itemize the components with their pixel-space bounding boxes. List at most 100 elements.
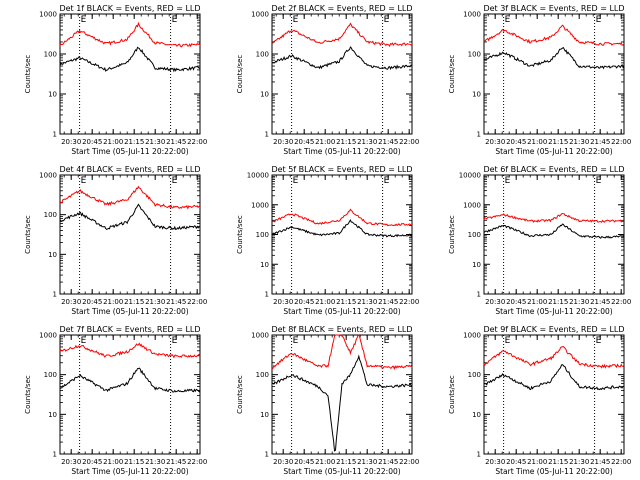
y-tick-label: 1000 [39, 11, 57, 19]
x-tick-label: 20:45 [82, 458, 102, 466]
detector-panel: Det 8f BLACK = Events, RED = LLD Counts/s… [236, 325, 419, 476]
x-tick-label: 20:45 [294, 458, 314, 466]
x-tick-label: 21:15 [548, 458, 568, 466]
panel-title: Det 2f BLACK = Events, RED = LLD [271, 4, 412, 13]
y-tick-label: 1 [477, 131, 481, 139]
y-tick-label: 1 [477, 451, 481, 459]
y-axis-label: Counts/sec [24, 55, 32, 94]
event-marker-label: E [505, 176, 511, 186]
detector-panel: Det 9f BLACK = Events, RED = LLD Counts/s… [448, 325, 631, 476]
x-tick-label: 20:30 [485, 298, 505, 306]
y-tick-label: 1000 [251, 11, 269, 19]
lld-series-line [59, 185, 201, 210]
event-marker-label: E [81, 15, 87, 25]
x-axis-label: Start Time (05-Jul-11 20:22:00) [71, 147, 188, 156]
events-series-line [271, 219, 413, 238]
x-tick-label: 21:15 [336, 458, 356, 466]
panel-title: Det 7f BLACK = Events, RED = LLD [59, 325, 200, 334]
plot-frame [59, 13, 201, 135]
events-series-line [271, 354, 413, 452]
x-tick-label: 22:00 [611, 298, 631, 306]
x-tick-label: 20:45 [506, 458, 526, 466]
x-tick-label: 21:00 [103, 458, 123, 466]
y-axis-label: Counts/sec [24, 375, 32, 414]
x-tick-label: 21:00 [315, 138, 335, 146]
plot-frame [483, 174, 625, 295]
x-tick-label: 22:00 [187, 138, 207, 146]
x-tick-label: 20:30 [485, 138, 505, 146]
x-axis-label: Start Time (05-Jul-11 20:22:00) [71, 307, 188, 316]
detector-panel: Det 2f BLACK = Events, RED = LLD Counts/s… [236, 4, 419, 156]
event-marker-label: E [596, 336, 602, 346]
y-tick-label: 1 [477, 291, 481, 299]
y-axis-label: Counts/sec [448, 215, 456, 254]
x-tick-label: 21:00 [527, 298, 547, 306]
plot-frame [271, 13, 413, 135]
x-tick-label: 20:45 [82, 138, 102, 146]
y-axis-label: Counts/sec [236, 215, 244, 254]
events-series-line [483, 364, 625, 391]
event-marker-label: E [172, 176, 178, 186]
x-tick-label: 22:00 [187, 458, 207, 466]
panel-title: Det 4f BLACK = Events, RED = LLD [59, 165, 200, 174]
events-series-line [483, 46, 625, 70]
lld-series-line [483, 212, 625, 223]
x-tick-label: 20:30 [273, 298, 293, 306]
event-marker-label: E [172, 15, 178, 25]
x-axis-label: Start Time (05-Jul-11 20:22:00) [495, 147, 612, 156]
x-tick-label: 20:45 [294, 298, 314, 306]
x-tick-label: 21:45 [590, 458, 610, 466]
panel-title: Det 6f BLACK = Events, RED = LLD [483, 165, 624, 174]
x-axis-label: Start Time (05-Jul-11 20:22:00) [495, 467, 612, 476]
x-tick-label: 20:30 [273, 458, 293, 466]
event-marker-label: E [293, 336, 299, 346]
x-axis-label: Start Time (05-Jul-11 20:22:00) [283, 307, 400, 316]
event-marker-label: E [384, 336, 390, 346]
y-tick-label: 1000 [463, 201, 481, 209]
y-axis-label: Counts/sec [24, 215, 32, 254]
y-tick-label: 1000 [463, 332, 481, 340]
lld-series-line [59, 21, 201, 48]
y-tick-label: 1000 [39, 172, 57, 180]
events-series-line [59, 203, 201, 231]
y-tick-label: 1000 [251, 332, 269, 340]
y-tick-label: 1000 [463, 11, 481, 19]
y-tick-label: 1 [53, 291, 57, 299]
y-tick-label: 10 [48, 251, 57, 259]
x-tick-label: 21:30 [145, 298, 165, 306]
x-tick-label: 21:30 [569, 298, 589, 306]
x-tick-label: 20:30 [61, 298, 81, 306]
x-tick-label: 21:30 [357, 138, 377, 146]
x-tick-label: 21:30 [145, 458, 165, 466]
plot-frame [59, 334, 201, 455]
plot-frame [483, 13, 625, 135]
lld-series-line [483, 24, 625, 46]
y-axis-label: Counts/sec [448, 55, 456, 94]
event-marker-label: E [596, 176, 602, 186]
detector-panel: Det 1f BLACK = Events, RED = LLD Counts/s… [24, 4, 207, 156]
plot-frame [59, 174, 201, 295]
event-marker-label: E [505, 15, 511, 25]
y-tick-label: 10 [48, 411, 57, 419]
x-tick-label: 21:45 [378, 298, 398, 306]
y-axis-label: Counts/sec [448, 375, 456, 414]
x-tick-label: 22:00 [611, 458, 631, 466]
y-tick-label: 100 [468, 231, 481, 239]
panel-title: Det 5f BLACK = Events, RED = LLD [271, 165, 412, 174]
lld-series-line [59, 342, 201, 359]
y-tick-label: 1 [53, 451, 57, 459]
event-marker-label: E [384, 176, 390, 186]
panel-title: Det 3f BLACK = Events, RED = LLD [483, 4, 624, 13]
x-tick-label: 21:00 [527, 138, 547, 146]
x-tick-label: 22:00 [399, 138, 419, 146]
events-series-line [59, 46, 201, 73]
plot-frame [271, 334, 413, 455]
y-tick-label: 10000 [459, 172, 481, 180]
panel-title: Det 1f BLACK = Events, RED = LLD [59, 4, 200, 13]
x-axis-label: Start Time (05-Jul-11 20:22:00) [495, 307, 612, 316]
x-tick-label: 21:45 [166, 458, 186, 466]
y-tick-label: 10 [472, 91, 481, 99]
x-tick-label: 21:30 [569, 138, 589, 146]
x-tick-label: 21:45 [166, 138, 186, 146]
